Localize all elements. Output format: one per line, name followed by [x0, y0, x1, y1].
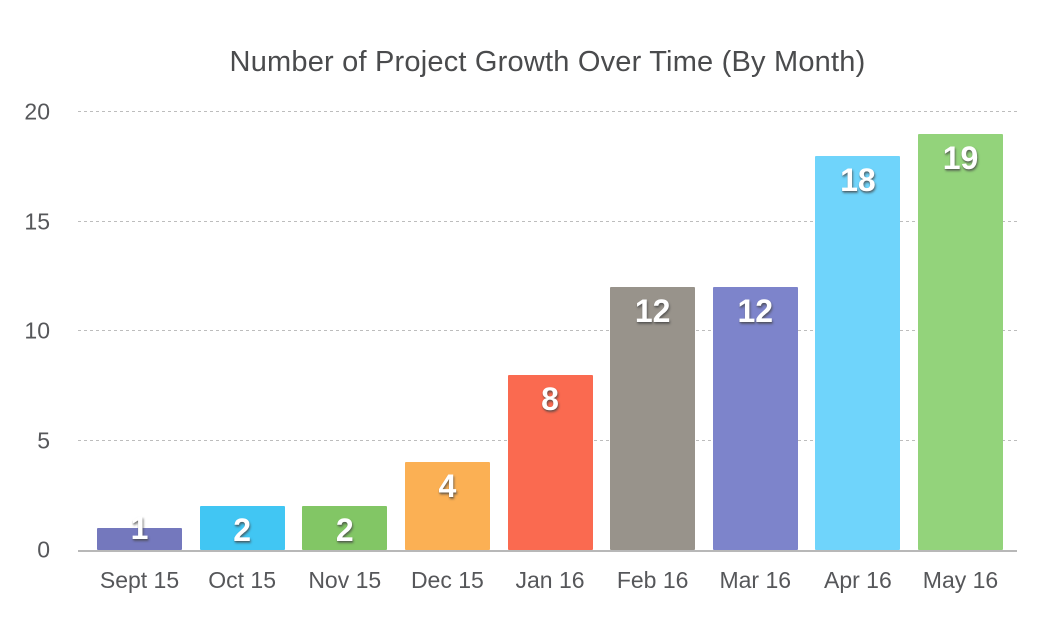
x-tick-label-nov-15: Nov 15: [308, 567, 382, 593]
bars-row: 1 Sept 15 2 Oct 15 2 Nov 15 4 Dec 15 8 Jan 16 12 Fe…: [97, 112, 1003, 592]
bar-value-label: 12: [634, 293, 671, 330]
bar-value-label: 2: [335, 512, 354, 549]
x-axis-baseline: [78, 550, 1017, 552]
bar-value-label: 8: [541, 380, 559, 417]
x-tick-label-may-16: May 16: [922, 567, 999, 593]
x-tick-label-jan-16: Jan 16: [515, 567, 585, 593]
y-tick-label-0: 0: [37, 536, 50, 563]
bar-feb-16: 12 Feb 16: [610, 287, 696, 592]
bar-value-label: 2: [233, 512, 252, 549]
y-tick-label-15: 15: [24, 208, 50, 234]
x-tick-label-feb-16: Feb 16: [616, 567, 689, 593]
bar-dec-15: 4 Dec 15: [404, 462, 490, 592]
x-tick-label-sept-15: Sept 15: [99, 567, 180, 593]
bar-value-label: 18: [840, 161, 876, 198]
chart-title: Number of Project Growth Over Time (By M…: [229, 46, 866, 78]
plot-area: 1 Sept 15 2 Oct 15 2 Nov 15 4 Dec 15 8 Jan 16 12 Fe…: [78, 111, 1017, 592]
y-tick-label-10: 10: [24, 317, 50, 344]
bar-sept-15: 1 Sept 15: [97, 512, 182, 592]
x-tick-label-apr-16: Apr 16: [823, 567, 892, 593]
gridline-20: [78, 111, 1017, 112]
bar-value-label: 19: [942, 139, 979, 176]
gridline-10: [78, 330, 1017, 331]
bar-value-label: 1: [130, 510, 149, 547]
bar-value-label: 12: [737, 293, 774, 330]
bar-nov-15: 2 Nov 15: [302, 506, 388, 592]
x-tick-label-oct-15: Oct 15: [208, 567, 277, 593]
bar-apr-16: 18 Apr 16: [815, 155, 901, 592]
x-tick-label-mar-16: Mar 16: [719, 567, 792, 593]
y-axis: 0 5 10 15 20: [0, 100, 60, 561]
gridline-15: [78, 220, 1017, 222]
bar-oct-15: 2 Oct 15: [199, 506, 285, 592]
y-tick-label-20: 20: [24, 98, 50, 125]
bar-jan-16: 8 Jan 16: [507, 374, 593, 592]
y-tick-label-5: 5: [37, 427, 50, 453]
x-tick-label-dec-15: Dec 15: [410, 567, 484, 593]
bar-may-16: 19 May 16: [918, 133, 1003, 592]
bar-value-label: 4: [438, 468, 457, 505]
bar-mar-16: 12 Mar 16: [712, 287, 798, 592]
